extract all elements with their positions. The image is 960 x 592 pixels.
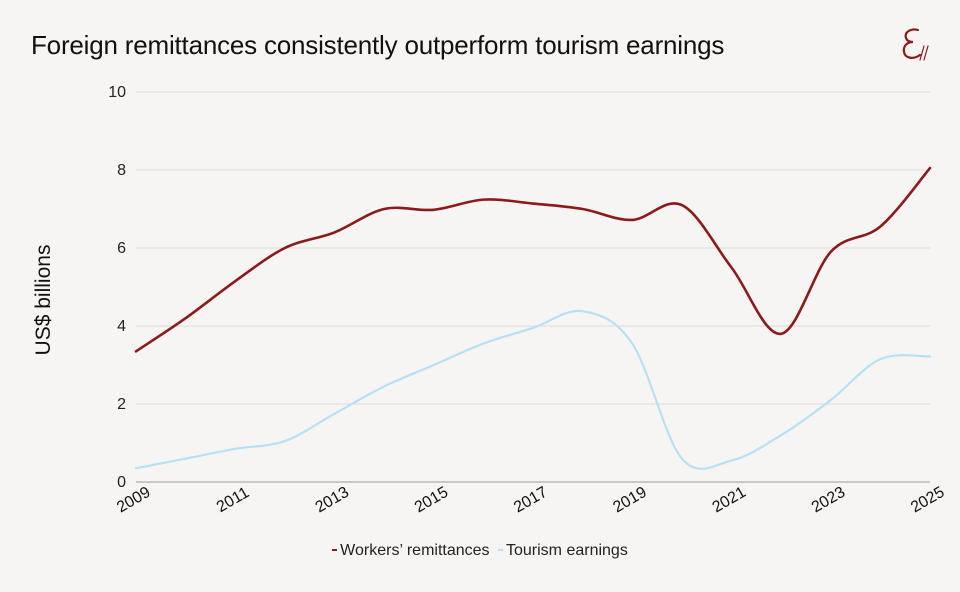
data-point-remittances-2012	[283, 246, 287, 250]
legend-item-tourism: Tourism earnings	[498, 542, 628, 560]
y-tick-label: 6	[117, 240, 126, 257]
legend: Workers’ remittances Tourism earnings	[0, 542, 960, 560]
data-point-remittances-2017	[531, 202, 535, 206]
x-tick-label: 2021	[710, 484, 749, 517]
data-point-tourism-2011	[233, 447, 237, 451]
data-point-remittances-2011	[233, 279, 237, 283]
data-point-tourism-2023	[829, 398, 833, 402]
x-tick-label: 2015	[412, 484, 451, 517]
data-point-tourism-2015	[432, 363, 436, 367]
y-tick-label: 8	[117, 162, 126, 179]
y-tick-label: 10	[108, 84, 126, 101]
data-point-tourism-2017	[531, 326, 535, 330]
data-point-remittances-2025	[928, 166, 932, 170]
data-point-remittances-2022	[779, 332, 783, 336]
data-point-tourism-2025	[928, 354, 932, 358]
x-tick-label: 2013	[313, 484, 352, 517]
y-tick-label: 2	[117, 396, 126, 413]
data-point-remittances-2016	[481, 198, 485, 202]
data-point-remittances-2018	[581, 207, 585, 211]
data-point-remittances-2009	[134, 349, 138, 353]
series-line-remittances	[134, 166, 932, 353]
data-point-tourism-2012	[283, 439, 287, 443]
legend-swatch-tourism	[498, 548, 503, 551]
x-tick-label: 2025	[908, 484, 947, 517]
data-point-tourism-2022	[779, 433, 783, 437]
series-line-tourism	[134, 309, 932, 470]
data-point-tourism-2020	[680, 457, 684, 461]
x-tick-label: 2011	[214, 484, 252, 516]
data-point-tourism-2024	[878, 357, 882, 361]
y-tick-label: 0	[117, 474, 126, 491]
legend-label-tourism: Tourism earnings	[506, 542, 628, 559]
data-point-remittances-2010	[184, 316, 188, 320]
data-point-remittances-2021	[730, 266, 734, 270]
data-point-remittances-2019	[630, 218, 634, 222]
y-tick-label: 4	[117, 318, 126, 335]
data-point-tourism-2021	[730, 459, 734, 463]
legend-swatch-remittances	[332, 548, 338, 551]
data-point-remittances-2013	[333, 230, 337, 234]
chart-title: Foreign remittances consistently outperf…	[31, 30, 725, 60]
legend-label-remittances: Workers’ remittances	[340, 542, 490, 559]
data-point-tourism-2009	[134, 466, 138, 470]
x-tick-label: 2017	[511, 484, 550, 517]
data-point-tourism-2014	[382, 384, 386, 388]
data-point-remittances-2014	[382, 207, 386, 211]
data-point-remittances-2020	[680, 203, 684, 207]
data-point-tourism-2019	[630, 342, 634, 346]
data-point-tourism-2013	[333, 412, 337, 416]
data-point-remittances-2024	[878, 225, 882, 229]
epsilon-monogram-icon	[894, 22, 938, 66]
data-point-remittances-2015	[432, 208, 436, 212]
data-point-remittances-2023	[829, 250, 833, 254]
data-point-tourism-2016	[481, 342, 485, 346]
data-point-tourism-2010	[184, 457, 188, 461]
x-tick-label: 2019	[610, 484, 649, 517]
x-tick-label: 2023	[809, 484, 848, 517]
legend-item-remittances: Workers’ remittances	[332, 542, 490, 560]
data-point-tourism-2018	[581, 309, 585, 313]
